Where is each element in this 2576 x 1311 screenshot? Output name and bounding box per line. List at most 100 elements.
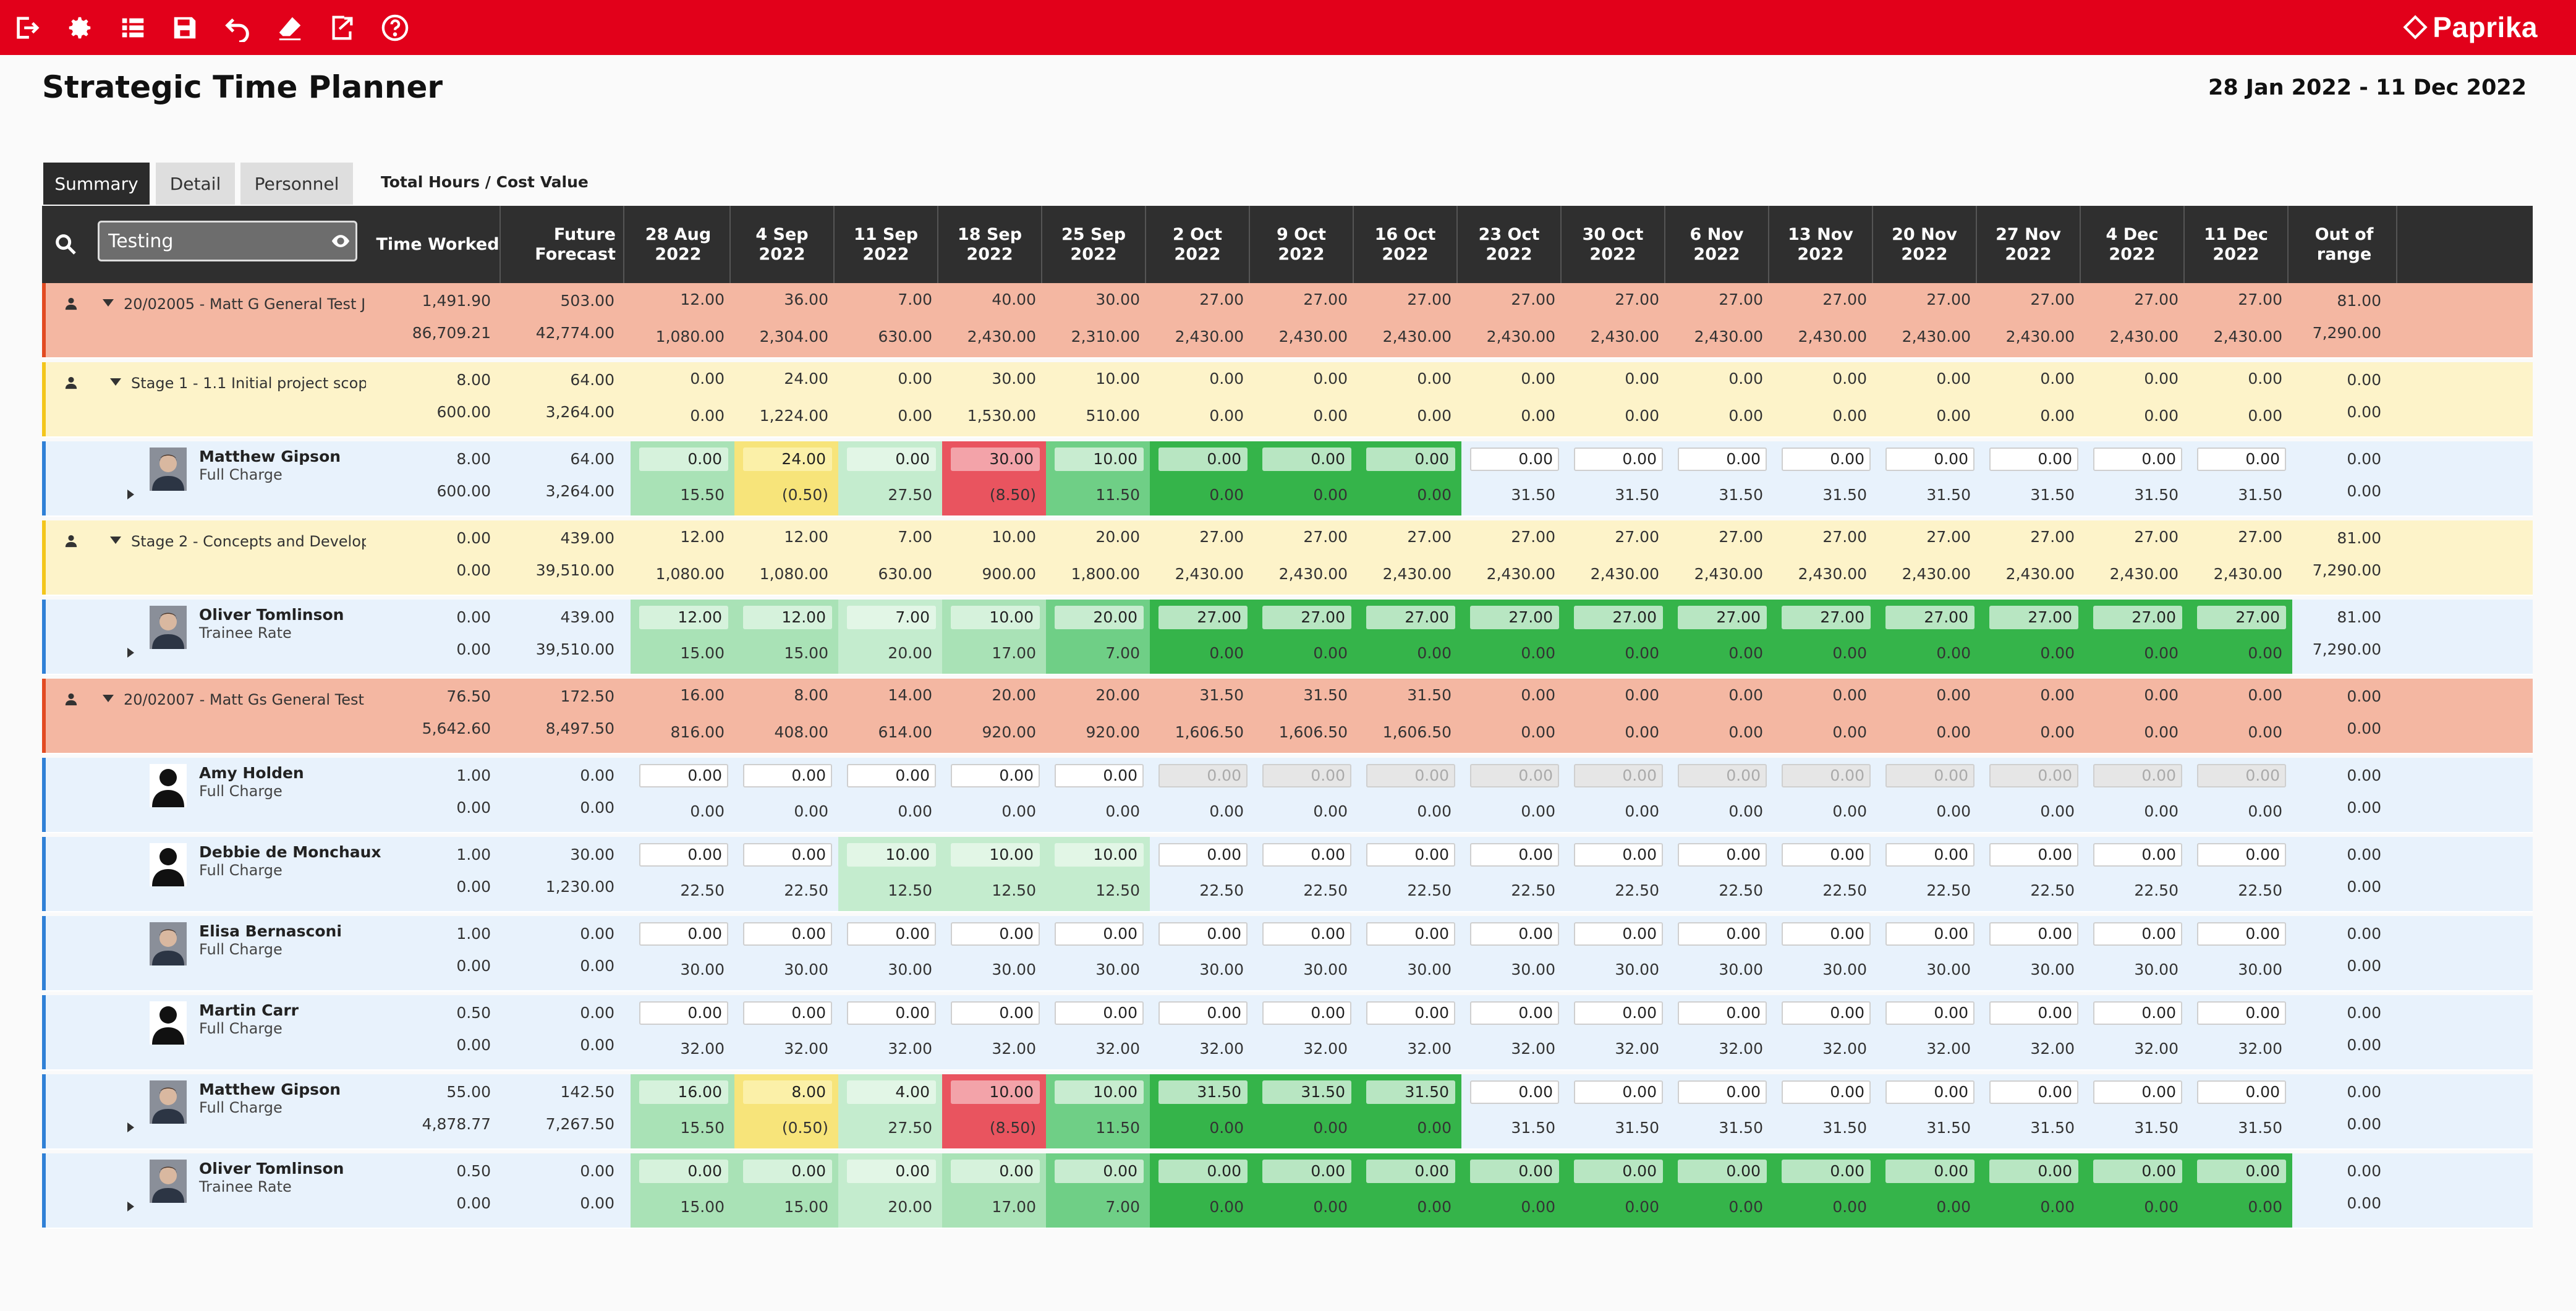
tab-personnel[interactable]: Personnel <box>240 163 353 205</box>
week-header-1[interactable]: 4 Sep 2022 <box>731 206 835 283</box>
hours-input[interactable]: 0.00 <box>1262 843 1351 867</box>
hours-input[interactable]: 0.00 <box>1366 843 1455 867</box>
hours-input[interactable]: 0.00 <box>2093 1160 2182 1183</box>
person-icon[interactable] <box>64 376 78 389</box>
hours-input[interactable]: 0.00 <box>639 1160 728 1183</box>
stage-row[interactable]: Stage 2 - Concepts and Develop ... 0.00 0.… <box>42 520 2533 595</box>
person-icon[interactable] <box>64 297 78 310</box>
hours-input[interactable]: 16.00 <box>639 1080 728 1104</box>
future-forecast-header[interactable]: Future Forecast <box>501 206 624 283</box>
export-icon[interactable] <box>323 9 361 47</box>
hours-input[interactable]: 7.00 <box>847 606 936 629</box>
hours-input[interactable]: 0.00 <box>1262 448 1351 471</box>
project-row[interactable]: 20/02007 - Matt Gs General Test J... 76.5… <box>42 679 2533 753</box>
hours-input[interactable]: 0.00 <box>1158 922 1248 946</box>
hours-input[interactable]: 0.00 <box>1989 1001 2078 1025</box>
hours-input[interactable]: 0.00 <box>1678 1001 1767 1025</box>
hours-input[interactable]: 0.00 <box>1055 1160 1144 1183</box>
hours-input[interactable]: 8.00 <box>743 1080 832 1104</box>
hours-input[interactable]: 31.50 <box>1262 1080 1351 1104</box>
hours-input[interactable]: 0.00 <box>1989 843 2078 867</box>
hours-input[interactable]: 0.00 <box>1158 1001 1248 1025</box>
hours-input[interactable]: 0.00 <box>1885 1080 1975 1104</box>
hours-input[interactable]: 0.00 <box>1885 1160 1975 1183</box>
hours-input[interactable]: 0.00 <box>1366 448 1455 471</box>
collapse-caret-icon[interactable] <box>103 695 114 702</box>
hours-input[interactable]: 0.00 <box>1885 843 1975 867</box>
collapse-caret-icon[interactable] <box>110 378 121 386</box>
person-row[interactable]: Matthew Gipson Full Charge 55.00 4,878.77 14… <box>42 1074 2533 1148</box>
week-header-15[interactable]: 11 Dec 2022 <box>2185 206 2289 283</box>
hours-input[interactable]: 0.00 <box>1885 1001 1975 1025</box>
hours-input[interactable]: 0.00 <box>1055 1001 1144 1025</box>
hours-input[interactable]: 0.00 <box>847 448 936 471</box>
hours-input[interactable]: 27.00 <box>1885 606 1975 629</box>
hours-input[interactable]: 0.00 <box>1158 448 1248 471</box>
hours-input[interactable]: 10.00 <box>951 606 1040 629</box>
hours-input[interactable]: 0.00 <box>1574 448 1663 471</box>
hours-input[interactable]: 0.00 <box>1366 922 1455 946</box>
hours-input[interactable]: 0.00 <box>1470 1160 1559 1183</box>
hours-input[interactable]: 27.00 <box>1989 606 2078 629</box>
hours-input[interactable]: 30.00 <box>951 448 1040 471</box>
hours-input[interactable]: 0.00 <box>1885 448 1975 471</box>
expand-caret-icon[interactable] <box>127 1202 134 1211</box>
hours-input[interactable]: 0.00 <box>639 843 728 867</box>
hours-input[interactable]: 0.00 <box>2093 922 2182 946</box>
hours-input[interactable]: 0.00 <box>1262 922 1351 946</box>
hours-input[interactable]: 0.00 <box>951 1001 1040 1025</box>
collapse-caret-icon[interactable] <box>110 537 121 544</box>
hours-input[interactable]: 27.00 <box>1470 606 1559 629</box>
time-worked-header[interactable]: Time Worked <box>376 206 501 283</box>
gear-icon[interactable] <box>61 9 99 47</box>
week-header-13[interactable]: 27 Nov 2022 <box>1977 206 2081 283</box>
hours-input[interactable]: 27.00 <box>1678 606 1767 629</box>
hours-input[interactable]: 0.00 <box>1782 1001 1871 1025</box>
save-icon[interactable] <box>166 9 204 47</box>
hours-input[interactable]: 0.00 <box>2197 1001 2286 1025</box>
hours-input[interactable]: 0.00 <box>639 448 728 471</box>
hours-input[interactable]: 0.00 <box>951 922 1040 946</box>
hours-input[interactable]: 0.00 <box>1470 448 1559 471</box>
person-row[interactable]: Elisa Bernasconi Full Charge 1.00 0.00 0.00 0… <box>42 916 2533 990</box>
hours-input[interactable]: 0.00 <box>1262 1001 1351 1025</box>
exit-icon[interactable] <box>7 9 46 47</box>
hours-input[interactable]: 0.00 <box>1782 448 1871 471</box>
week-header-2[interactable]: 11 Sep 2022 <box>835 206 938 283</box>
hours-input[interactable]: 0.00 <box>2093 1080 2182 1104</box>
search-input[interactable] <box>98 221 357 261</box>
hours-input[interactable]: 0.00 <box>1782 922 1871 946</box>
person-row[interactable]: Oliver Tomlinson Trainee Rate 0.50 0.00 0.00… <box>42 1153 2533 1228</box>
week-header-8[interactable]: 23 Oct 2022 <box>1458 206 1562 283</box>
hours-input[interactable]: 0.00 <box>1678 922 1767 946</box>
hours-input[interactable]: 0.00 <box>2093 448 2182 471</box>
hours-input[interactable]: 0.00 <box>1158 843 1248 867</box>
hours-input[interactable]: 0.00 <box>847 1001 936 1025</box>
hours-input[interactable]: 10.00 <box>951 843 1040 867</box>
hours-input[interactable]: 0.00 <box>951 1160 1040 1183</box>
hours-input[interactable]: 0.00 <box>743 1001 832 1025</box>
hours-input[interactable]: 24.00 <box>743 448 832 471</box>
hours-input[interactable]: 31.50 <box>1366 1080 1455 1104</box>
help-icon[interactable] <box>376 9 414 47</box>
hours-input[interactable]: 0.00 <box>1782 843 1871 867</box>
hours-input[interactable]: 10.00 <box>1055 448 1144 471</box>
hours-input[interactable]: 10.00 <box>1055 843 1144 867</box>
hours-input[interactable]: 27.00 <box>1366 606 1455 629</box>
hours-input[interactable]: 0.00 <box>1470 1001 1559 1025</box>
person-row[interactable]: Matthew Gipson Full Charge 8.00 600.00 64.00… <box>42 441 2533 515</box>
hours-input[interactable]: 0.00 <box>1678 843 1767 867</box>
tab-detail[interactable]: Detail <box>156 163 235 205</box>
week-header-7[interactable]: 16 Oct 2022 <box>1354 206 1458 283</box>
hours-input[interactable]: 27.00 <box>1574 606 1663 629</box>
hours-input[interactable]: 0.00 <box>1470 922 1559 946</box>
hours-input[interactable]: 27.00 <box>2197 606 2286 629</box>
hours-input[interactable]: 12.00 <box>743 606 832 629</box>
hours-input[interactable]: 27.00 <box>1158 606 1248 629</box>
week-header-0[interactable]: 28 Aug 2022 <box>627 206 731 283</box>
hours-input[interactable]: 0.00 <box>639 922 728 946</box>
hours-input[interactable]: 0.00 <box>1470 843 1559 867</box>
hours-input[interactable]: 0.00 <box>743 764 832 787</box>
list-icon[interactable] <box>114 9 152 47</box>
hours-input[interactable]: 0.00 <box>847 922 936 946</box>
